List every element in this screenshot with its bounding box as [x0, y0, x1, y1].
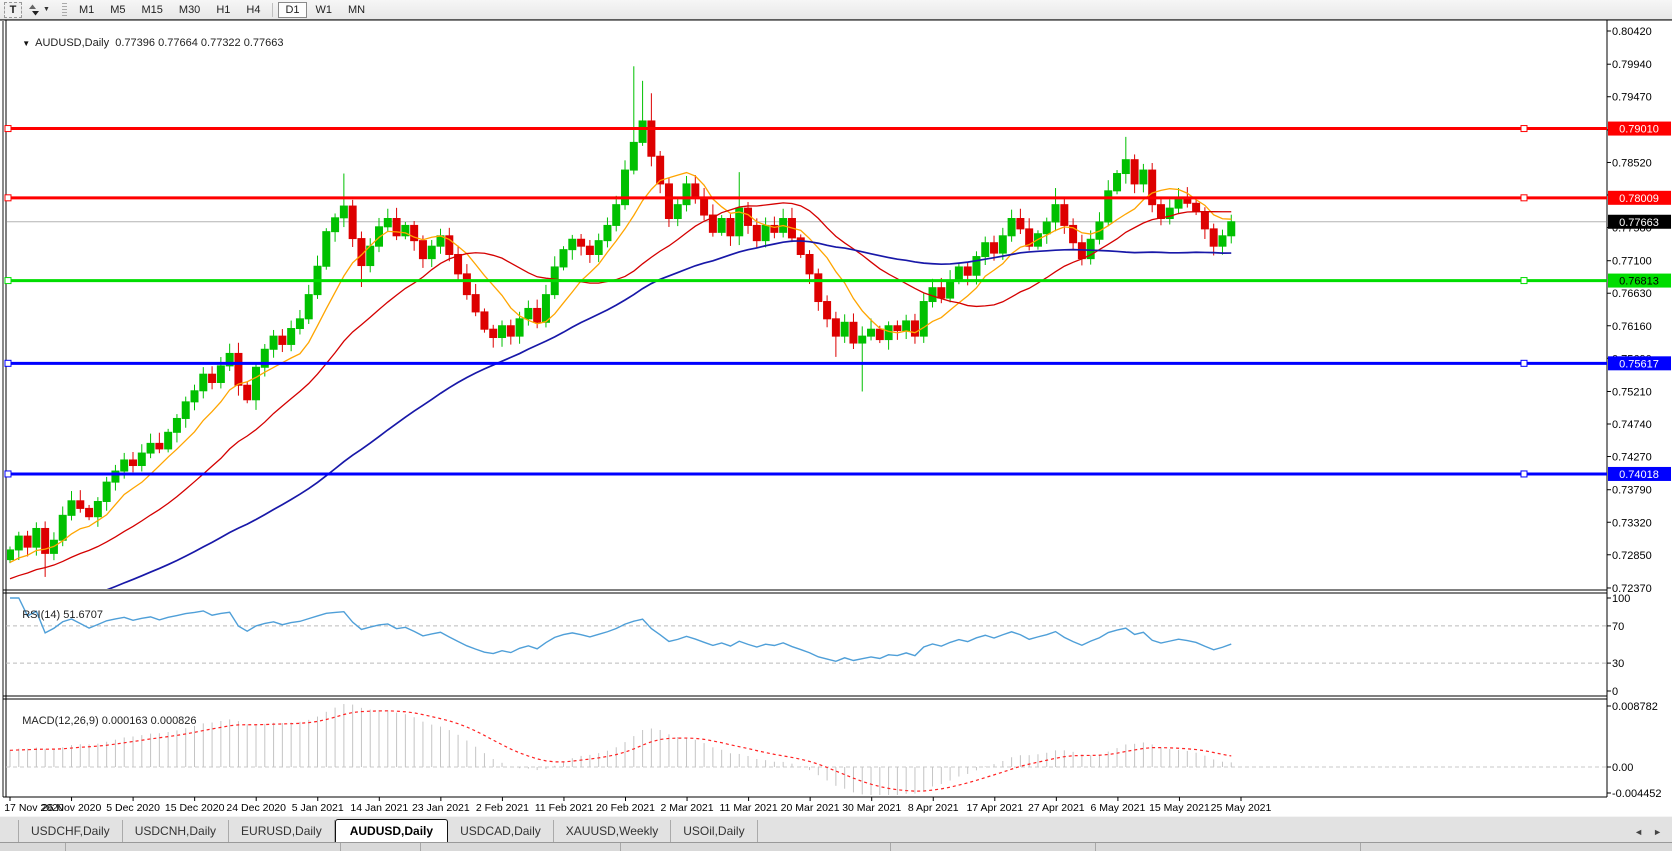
svg-text:0.73790: 0.73790 [1612, 485, 1652, 497]
text-tool-button[interactable]: T [4, 1, 22, 18]
svg-text:0.79470: 0.79470 [1612, 92, 1652, 104]
svg-text:0.008782: 0.008782 [1612, 701, 1658, 713]
tf-h1-button[interactable]: H1 [209, 2, 237, 18]
svg-text:0: 0 [1612, 686, 1618, 698]
ohlc-open: 0.77396 [115, 37, 156, 49]
svg-text:0.74740: 0.74740 [1612, 419, 1652, 431]
svg-text:24 Dec 2020: 24 Dec 2020 [226, 802, 286, 814]
tf-w1-button[interactable]: W1 [309, 2, 340, 18]
tab-xauusd[interactable]: XAUUSD,Weekly [554, 820, 672, 843]
timeframe-toolbar: T ▼ M1 M5 M15 M30 H1 H4 D1 W1 MN [0, 0, 1672, 20]
svg-text:0.00: 0.00 [1612, 762, 1633, 774]
macd-indicator-name: MACD(12,26,9) [22, 715, 99, 727]
svg-text:5 Jan 2021: 5 Jan 2021 [292, 802, 344, 814]
svg-text:20 Feb 2021: 20 Feb 2021 [596, 802, 655, 814]
svg-text:0.72850: 0.72850 [1612, 550, 1652, 562]
svg-text:0.73320: 0.73320 [1612, 517, 1652, 529]
svg-text:0.74270: 0.74270 [1612, 452, 1652, 464]
symbol-name: AUDUSD,Daily [35, 37, 110, 49]
tf-m5-button[interactable]: M5 [103, 2, 132, 18]
svg-text:30: 30 [1612, 658, 1624, 670]
svg-text:2 Mar 2021: 2 Mar 2021 [660, 802, 713, 814]
macd-indicator-values: 0.000163 0.000826 [101, 715, 197, 727]
svg-text:70: 70 [1612, 621, 1624, 633]
ohlc-close: 0.77663 [243, 37, 284, 49]
svg-text:0.75617: 0.75617 [1619, 358, 1659, 370]
svg-text:0.79940: 0.79940 [1612, 59, 1652, 71]
svg-text:5 Dec 2020: 5 Dec 2020 [106, 802, 160, 814]
svg-text:0.74018: 0.74018 [1619, 469, 1659, 481]
svg-text:17 Nov 2020: 17 Nov 2020 [4, 802, 64, 814]
tf-mn-button[interactable]: MN [341, 2, 372, 18]
rsi-indicator-value: 51.6707 [63, 609, 103, 621]
rsi-label: RSI(14) 51.6707 [10, 597, 103, 633]
symbol-dropdown-icon[interactable]: ▼ [22, 39, 31, 48]
tab-usdcad[interactable]: USDCAD,Daily [448, 820, 554, 843]
tab-eurusd[interactable]: EURUSD,Daily [229, 820, 335, 843]
tf-m15-button[interactable]: M15 [135, 2, 170, 18]
svg-text:0.78520: 0.78520 [1612, 157, 1652, 169]
svg-text:15 Dec 2020: 15 Dec 2020 [165, 802, 225, 814]
tab-audusd-active[interactable]: AUDUSD,Daily [334, 819, 449, 843]
svg-text:15 May 2021: 15 May 2021 [1149, 802, 1210, 814]
tab-usoil[interactable]: USOil,Daily [671, 820, 758, 843]
tf-m1-button[interactable]: M1 [72, 2, 101, 18]
svg-text:0.72370: 0.72370 [1612, 583, 1652, 595]
tf-d1-button[interactable]: D1 [278, 1, 307, 18]
tab-usdcnh[interactable]: USDCNH,Daily [123, 820, 230, 843]
toolbar-separator [272, 2, 274, 17]
svg-text:14 Jan 2021: 14 Jan 2021 [350, 802, 408, 814]
svg-text:20 Mar 2021: 20 Mar 2021 [781, 802, 840, 814]
rsi-indicator-name: RSI(14) [22, 609, 61, 621]
ohlc-low: 0.77322 [200, 37, 241, 49]
tf-m30-button[interactable]: M30 [172, 2, 207, 18]
svg-text:30 Mar 2021: 30 Mar 2021 [842, 802, 901, 814]
chart-tools-button[interactable]: ▼ [27, 3, 50, 17]
svg-text:23 Jan 2021: 23 Jan 2021 [412, 802, 470, 814]
tabs-scroll-left-icon[interactable]: ◄ [1634, 827, 1644, 837]
toolbar-grip [61, 2, 67, 17]
svg-text:0.77100: 0.77100 [1612, 256, 1652, 268]
svg-text:11 Feb 2021: 11 Feb 2021 [535, 802, 593, 814]
symbol-header[interactable]: ▼ AUDUSD,Daily 0.77396 0.77664 0.77322 0.… [10, 25, 284, 61]
svg-text:-0.004452: -0.004452 [1612, 788, 1662, 800]
status-bar [0, 842, 1672, 851]
symbol-tabbar: USDCHF,Daily USDCNH,Daily EURUSD,Daily A… [0, 816, 1672, 843]
svg-text:100: 100 [1612, 593, 1630, 605]
svg-text:25 May 2021: 25 May 2021 [1211, 802, 1272, 814]
svg-text:0.75210: 0.75210 [1612, 386, 1652, 398]
ohlc-high: 0.77664 [158, 37, 198, 49]
svg-text:0.77663: 0.77663 [1619, 217, 1659, 229]
tf-h4-button[interactable]: H4 [239, 2, 267, 18]
svg-text:6 May 2021: 6 May 2021 [1090, 802, 1145, 814]
svg-text:17 Apr 2021: 17 Apr 2021 [966, 802, 1023, 814]
chart-canvas[interactable]: 0.804200.799400.794700.789900.785200.780… [0, 0, 1672, 816]
svg-text:0.76813: 0.76813 [1619, 276, 1659, 288]
sort-arrows-icon [29, 4, 39, 15]
svg-text:27 Apr 2021: 27 Apr 2021 [1028, 802, 1085, 814]
chevron-down-icon: ▼ [43, 6, 50, 13]
svg-text:0.80420: 0.80420 [1612, 26, 1652, 38]
svg-text:8 Apr 2021: 8 Apr 2021 [908, 802, 959, 814]
svg-text:0.79010: 0.79010 [1619, 124, 1659, 136]
tab-usdchf[interactable]: USDCHF,Daily [18, 820, 123, 843]
svg-text:11 Mar 2021: 11 Mar 2021 [720, 802, 778, 814]
svg-text:26 Nov 2020: 26 Nov 2020 [42, 802, 102, 814]
svg-text:0.76160: 0.76160 [1612, 321, 1652, 333]
macd-label: MACD(12,26,9) 0.000163 0.000826 [10, 703, 197, 739]
svg-text:0.76630: 0.76630 [1612, 288, 1652, 300]
tabs-scroll-right-icon[interactable]: ► [1653, 827, 1662, 837]
svg-text:0.78009: 0.78009 [1619, 193, 1659, 205]
svg-text:2 Feb 2021: 2 Feb 2021 [476, 802, 529, 814]
